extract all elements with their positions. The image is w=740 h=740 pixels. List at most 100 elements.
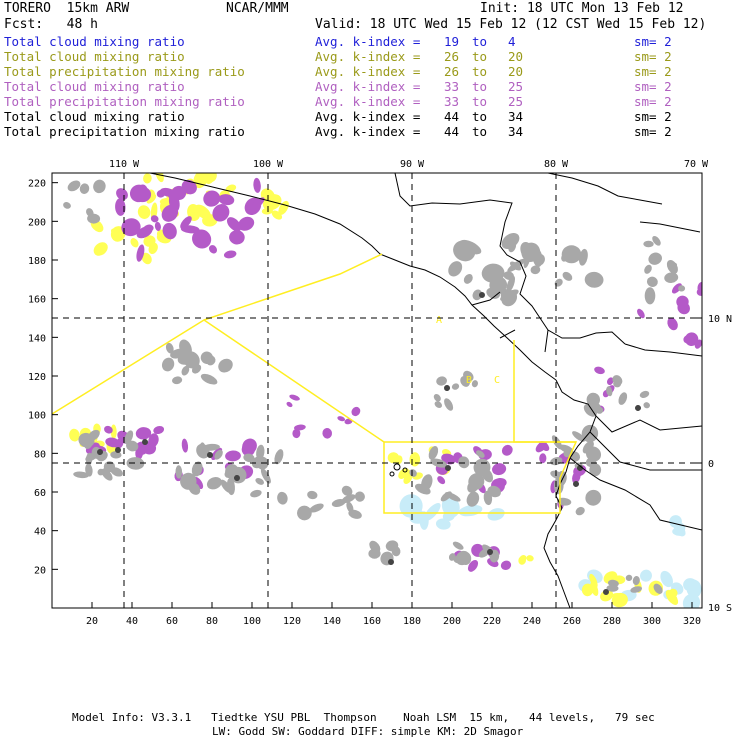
legend-row-6-sm: sm= 2 bbox=[634, 109, 672, 124]
gray-cloud-patch bbox=[274, 449, 284, 465]
lon-label: 110 W bbox=[109, 159, 140, 170]
lon-label: 70 W bbox=[684, 159, 709, 170]
gray-cloud-patch bbox=[585, 446, 602, 462]
magenta-cloud-patch bbox=[116, 188, 128, 201]
gray-cloud-patch bbox=[643, 402, 650, 409]
gray-cloud-patch bbox=[632, 576, 640, 586]
dark-cloud-core bbox=[577, 465, 583, 471]
gray-cloud-patch bbox=[161, 357, 175, 372]
dark-cloud-core bbox=[445, 465, 451, 471]
gray-cloud-patch bbox=[188, 482, 201, 495]
gray-cloud-patch bbox=[472, 289, 483, 301]
gray-cloud-patch bbox=[218, 358, 233, 373]
legend-row-5-sm: sm= 2 bbox=[634, 94, 672, 109]
grid-y-tick-label: 180 bbox=[28, 256, 46, 267]
gray-cloud-patch bbox=[554, 278, 563, 287]
gray-cloud-patch bbox=[559, 444, 574, 453]
magenta-cloud-patch bbox=[344, 418, 353, 425]
magenta-cloud-patch bbox=[241, 443, 255, 457]
magenta-cloud-patch bbox=[115, 198, 126, 216]
gray-cloud-patch bbox=[87, 213, 101, 224]
magenta-cloud-patch bbox=[212, 204, 230, 222]
gray-cloud-patch bbox=[448, 261, 463, 277]
grid-x-tick-label: 320 bbox=[683, 616, 701, 627]
gray-cloud-patch bbox=[458, 456, 470, 469]
magenta-cloud-patch bbox=[121, 218, 141, 237]
gray-cloud-patch bbox=[483, 490, 493, 506]
ice-cloud-patch bbox=[640, 569, 652, 582]
galapagos-island bbox=[402, 467, 408, 473]
ice-cloud-patch bbox=[686, 579, 702, 598]
gray-cloud-patch bbox=[177, 354, 191, 365]
legend-row-2-to: to bbox=[472, 49, 488, 64]
gray-cloud-patch bbox=[63, 202, 71, 209]
magenta-cloud-patch bbox=[539, 440, 550, 452]
magenta-cloud-patch bbox=[154, 221, 161, 231]
coastline-hispaniola bbox=[639, 221, 701, 233]
magenta-cloud-patch bbox=[148, 433, 159, 448]
gray-cloud-patch bbox=[341, 485, 353, 497]
dark-cloud-core bbox=[115, 447, 121, 453]
magenta-cloud-patch bbox=[226, 217, 242, 232]
legend-row-3-a: 26 bbox=[444, 64, 460, 79]
grid-y-tick-label: 40 bbox=[34, 527, 46, 538]
grid-x-tick-label: 160 bbox=[363, 616, 381, 627]
grid-x-tick-label: 140 bbox=[323, 616, 341, 627]
gray-cloud-patch bbox=[440, 491, 452, 502]
grid-x-tick-label: 220 bbox=[483, 616, 501, 627]
yellow-cloud-patch bbox=[143, 235, 156, 247]
yellow-cloud-patch bbox=[143, 173, 152, 184]
coastline-venezuela bbox=[624, 343, 702, 357]
legend-row-5-b: 25 bbox=[508, 94, 524, 109]
gray-cloud-patch bbox=[79, 183, 90, 194]
magenta-cloud-patch bbox=[676, 295, 689, 308]
gray-cloud-patch bbox=[200, 373, 218, 385]
gray-cloud-patch bbox=[415, 483, 431, 495]
grid-y-tick-label: 140 bbox=[28, 333, 46, 344]
legend-row-1-sm: sm= 2 bbox=[634, 34, 672, 49]
dark-cloud-core bbox=[388, 559, 394, 565]
yellow-cloud-patch bbox=[93, 242, 108, 256]
gray-cloud-patch bbox=[73, 471, 89, 479]
valid-time: Valid: 18 UTC Wed 15 Feb 12 (12 CST Wed … bbox=[315, 17, 707, 32]
gray-cloud-patch bbox=[646, 276, 658, 287]
gray-cloud-patch bbox=[500, 289, 519, 301]
gray-cloud-patch bbox=[581, 424, 599, 443]
yellow-cloud-patch bbox=[668, 588, 678, 598]
analysis-boxes bbox=[52, 253, 578, 514]
gray-cloud-patch bbox=[530, 265, 541, 275]
legend-row-3-b: 20 bbox=[508, 64, 524, 79]
grid-y-tick-label: 200 bbox=[28, 217, 46, 228]
legend-row-3-to: to bbox=[472, 64, 488, 79]
yellow-cloud-patch bbox=[110, 424, 117, 439]
gray-cloud-patch bbox=[451, 383, 460, 390]
legend-row-2-b: 20 bbox=[508, 49, 524, 64]
box-label-a: A bbox=[436, 315, 442, 326]
magenta-cloud-patch bbox=[153, 425, 165, 435]
grid-x-tick-label: 40 bbox=[126, 616, 138, 627]
magenta-cloud-patch bbox=[337, 416, 346, 422]
galapagos-island bbox=[389, 471, 395, 477]
gray-cloud-patch bbox=[307, 490, 318, 500]
legend-row-4-field: Total cloud mixing ratio bbox=[4, 79, 185, 94]
grid-x-tick-label: 80 bbox=[206, 616, 218, 627]
gray-cloud-patch bbox=[87, 429, 100, 441]
legend-row-4-to: to bbox=[472, 79, 488, 94]
legend-row-6-to: to bbox=[472, 109, 488, 124]
magenta-cloud-patch bbox=[351, 406, 361, 417]
dark-cloud-core bbox=[207, 452, 213, 458]
legend-row-6-idx: Avg. k-index = bbox=[315, 109, 421, 124]
gray-cloud-patch bbox=[206, 476, 222, 490]
gray-cloud-patch bbox=[471, 380, 478, 388]
magenta-cloud-patch bbox=[683, 335, 691, 344]
magenta-cloud-patch bbox=[133, 186, 152, 203]
magenta-cloud-patch bbox=[150, 215, 159, 223]
gray-cloud-patch bbox=[191, 461, 203, 477]
magenta-cloud-patch bbox=[162, 222, 177, 240]
ice-cloud-patch bbox=[487, 508, 505, 521]
gray-cloud-patch bbox=[589, 463, 602, 477]
gray-cloud-patch bbox=[459, 239, 482, 255]
grid-x-tick-label: 200 bbox=[443, 616, 461, 627]
gray-cloud-patch bbox=[532, 248, 543, 268]
gray-cloud-patch bbox=[639, 390, 650, 398]
